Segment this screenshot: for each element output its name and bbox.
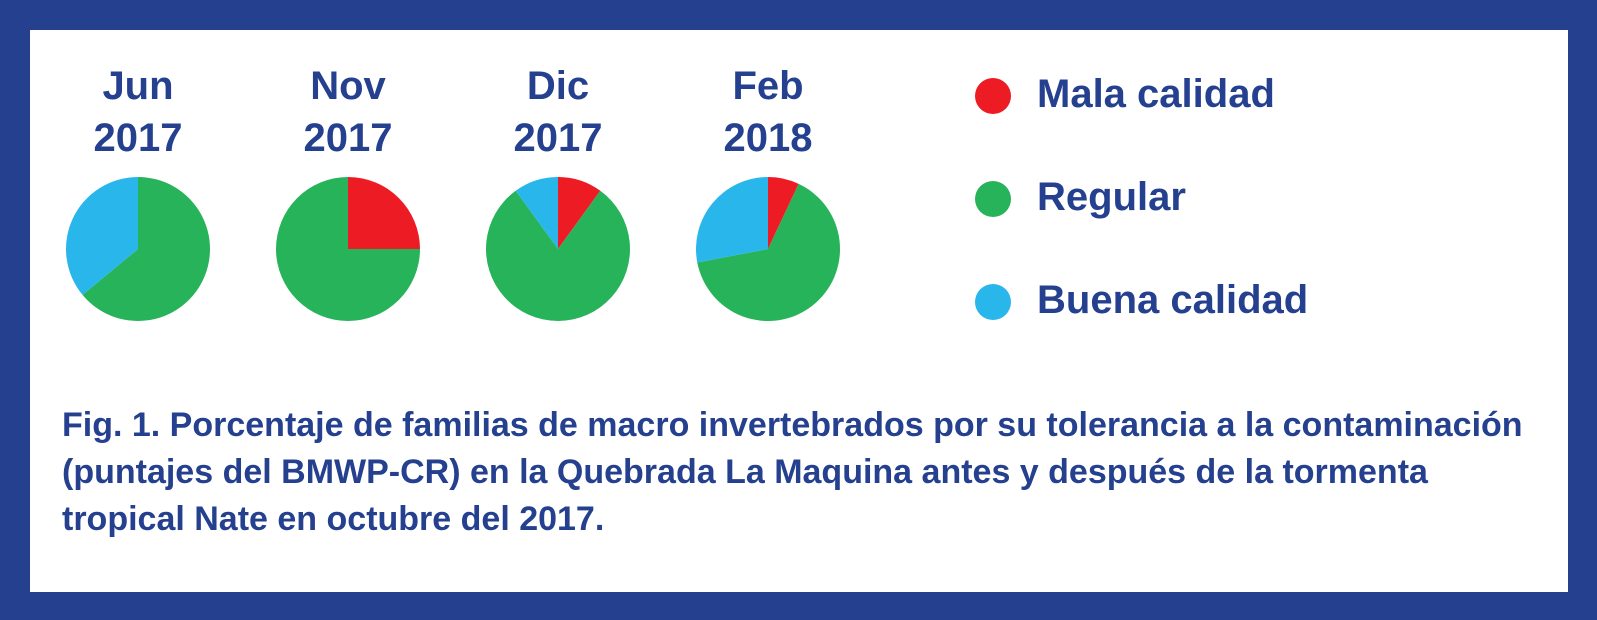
slice-mala [558,177,601,249]
slice-buena [515,177,558,249]
slice-mala [348,177,420,249]
pie-chart-feb-2018: Feb 2018 [678,60,858,322]
pie-title-year: 2017 [93,116,183,160]
slice-buena [696,177,768,263]
slice-regular [82,177,211,321]
slice-regular [697,183,841,321]
pie-chart-dic-2017: Dic 2017 [468,60,648,322]
pie-title-month: Nov [310,64,386,108]
legend-swatch-buena [975,284,1011,320]
pie-title-year: 2017 [513,116,603,160]
pie-title: Jun 2017 [48,60,228,164]
slice-regular [276,177,420,321]
legend-label-regular: Regular [1037,175,1186,219]
slice-mala [768,177,799,249]
pie-title: Feb 2018 [678,60,858,164]
pie-title: Dic 2017 [468,60,648,164]
pie-title-month: Dic [526,64,590,108]
pie-title-month: Feb [732,64,804,108]
figure-frame: Jun 2017 Nov 2017 Dic 2017 Feb 2018 Mala… [30,30,1568,592]
pie-svg [696,177,841,321]
pie-svg [66,177,211,321]
pie-title-year: 2018 [723,116,813,160]
pie-svg [276,177,420,321]
slice-regular [486,190,630,321]
pie-title-year: 2017 [303,116,393,160]
pie-title: Nov 2017 [258,60,438,164]
pie-title-month: Jun [102,64,174,108]
pie-chart-jun-2017: Jun 2017 [48,60,228,322]
figure-caption: Fig. 1. Porcentaje de familias de macro … [62,406,1523,538]
legend-label-buena: Buena calidad [1037,278,1309,322]
legend-swatch-regular [975,181,1011,217]
legend-label-mala: Mala calidad [1037,72,1275,116]
pie-chart-nov-2017: Nov 2017 [258,60,438,322]
legend-swatch-mala [975,78,1011,114]
pie-svg [486,177,630,321]
slice-buena [66,177,138,295]
